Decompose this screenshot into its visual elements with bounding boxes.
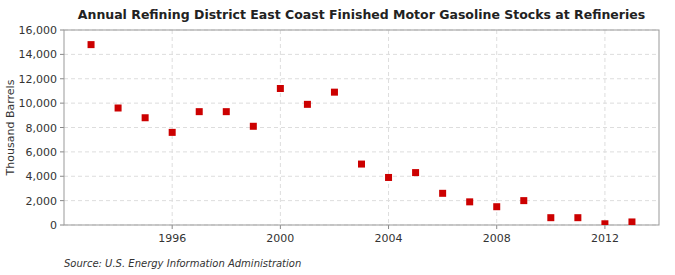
y-tick	[60, 151, 64, 152]
x-tick	[496, 225, 497, 229]
title: Annual Refining District East Coast Fini…	[78, 7, 645, 22]
y-grid-line	[64, 151, 659, 152]
y-tick	[60, 30, 64, 31]
plot-frame	[64, 30, 659, 225]
point	[196, 108, 203, 115]
y-tick	[60, 176, 64, 177]
x-grid-line	[604, 30, 605, 225]
chart-container: 0 2,000 4,000 6,000 8,000 10,000 12,000 14,000 1…	[0, 0, 675, 275]
x-tick	[604, 225, 605, 229]
point	[439, 190, 446, 197]
points	[88, 41, 636, 225]
y-tick	[60, 200, 64, 201]
point	[169, 129, 176, 136]
point	[223, 108, 230, 115]
point	[331, 89, 338, 96]
y-grid-line	[64, 103, 659, 104]
plot-background	[64, 30, 659, 225]
point	[412, 169, 419, 176]
y-grid-line	[64, 54, 659, 55]
point	[142, 114, 149, 121]
grid	[64, 30, 659, 225]
point	[385, 174, 392, 181]
point	[547, 214, 554, 221]
point	[115, 105, 122, 112]
y-tick-label: 0	[50, 219, 57, 232]
point	[277, 85, 284, 92]
y-tick-label: 12,000	[19, 73, 58, 86]
x-grid-line	[172, 30, 173, 225]
x-tick	[388, 225, 389, 229]
y-tick-label: 6,000	[26, 146, 58, 159]
y-grid-line	[64, 78, 659, 79]
y-tick-label: 14,000	[19, 48, 58, 61]
point	[466, 198, 473, 205]
x-tick-label: 2008	[483, 232, 511, 245]
y-tick	[60, 225, 64, 226]
x-grid-line	[496, 30, 497, 225]
y-grid-line	[64, 200, 659, 201]
y-tick-label: 4,000	[26, 170, 58, 183]
point	[574, 214, 581, 221]
y-tick	[60, 103, 64, 104]
point	[628, 218, 635, 225]
y-tick-label: 2,000	[26, 195, 58, 208]
y-grid-line	[64, 127, 659, 128]
point	[520, 197, 527, 204]
point	[250, 123, 257, 130]
y-tick	[60, 127, 64, 128]
source-note: Source: U.S. Energy Information Administ…	[64, 258, 301, 269]
y-axis-label: Thousand Barrels	[4, 79, 17, 176]
point	[358, 161, 365, 168]
axes: 0 2,000 4,000 6,000 8,000 10,000 12,000 14,000 1…	[19, 24, 660, 245]
x-tick	[172, 225, 173, 229]
x-tick-label: 1996	[158, 232, 186, 245]
point	[304, 101, 311, 108]
x-grid-line	[388, 30, 389, 225]
point	[493, 203, 500, 210]
point	[601, 220, 608, 225]
y-grid-line	[64, 176, 659, 177]
x-grid-line	[280, 30, 281, 225]
point	[88, 41, 95, 48]
y-tick	[60, 78, 64, 79]
y-tick-label: 8,000	[26, 122, 58, 135]
x-tick	[280, 225, 281, 229]
x-tick-label: 2004	[375, 232, 403, 245]
x-tick-label: 2012	[591, 232, 619, 245]
chart-svg: 0 2,000 4,000 6,000 8,000 10,000 12,000 14,000 1…	[0, 0, 675, 275]
y-tick-label: 10,000	[19, 97, 58, 110]
y-tick	[60, 54, 64, 55]
x-tick-label: 2000	[266, 232, 294, 245]
y-tick-label: 16,000	[19, 24, 58, 37]
